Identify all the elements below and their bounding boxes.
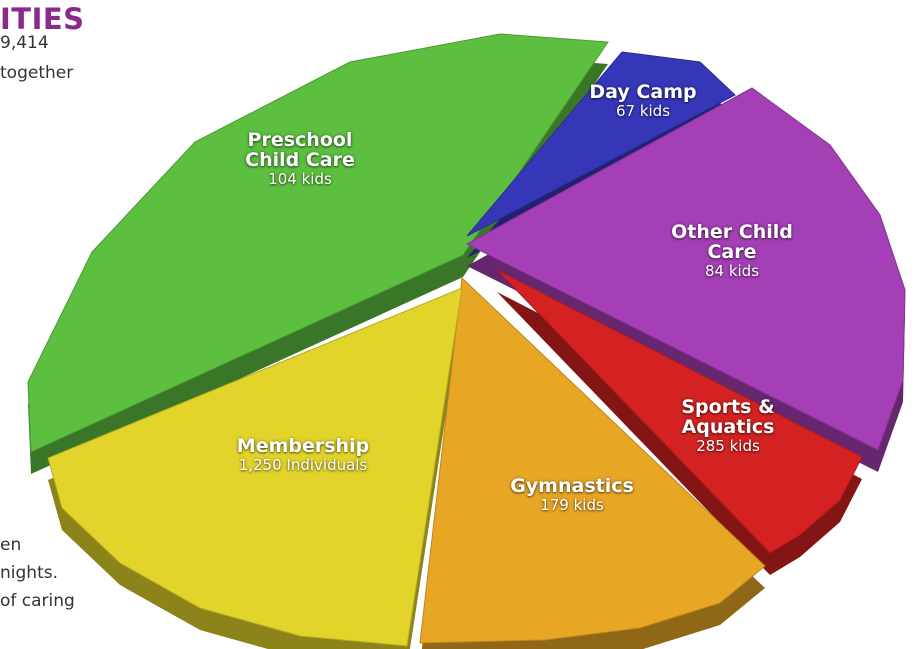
slice-name-day-camp-line-1: Day Camp	[589, 81, 697, 103]
slice-value-membership: 1,250 Individuals	[238, 456, 368, 474]
slice-label-gymnastics: Gymnastics 179 kids	[510, 476, 634, 515]
section-heading: ITIES	[0, 2, 85, 36]
slice-name-other-child-care-line-2: Care	[707, 241, 757, 263]
pie-slice-membership	[47, 287, 463, 647]
slice-label-day-camp: Day Camp 67 kids	[589, 82, 696, 121]
footer-line-3: of caring	[0, 591, 75, 611]
pie-slice-gymnastics	[419, 276, 766, 644]
slice-name-gymnastics-line-1: Gymnastics	[510, 475, 634, 497]
slice-label-sports-aquatics: Sports & Aquatics 285 kids	[681, 397, 774, 456]
slice-label-other-child-care: Other Child Care 84 kids	[671, 222, 793, 281]
slice-name-sports-aquatics-line-2: Aquatics	[681, 416, 775, 438]
pie-slice-day-camp	[466, 51, 736, 237]
slice-value-day-camp: 67 kids	[615, 102, 671, 120]
pie-slice-sports-aquatics	[496, 269, 863, 554]
slice-value-gymnastics: 179 kids	[540, 496, 604, 514]
slice-value-sports-aquatics: 285 kids	[696, 437, 760, 455]
slice-name-membership-line-1: Membership	[236, 435, 370, 457]
slice-value-other-child-care: 84 kids	[704, 262, 760, 280]
slice-name-other-child-care-line-1: Other Child	[671, 221, 793, 243]
footer-line-1: en	[0, 535, 22, 555]
footer-line-2: nights.	[0, 563, 58, 583]
slice-label-preschool-child-care: Preschool Child Care 104 kids	[245, 130, 355, 189]
slice-value-preschool-child-care: 104 kids	[268, 170, 332, 188]
slice-label-membership: Membership 1,250 Individuals	[237, 436, 369, 475]
slice-name-sports-aquatics-line-1: Sports &	[681, 396, 775, 418]
slice-name-preschool-child-care-line-2: Child Care	[245, 149, 355, 171]
pie-slice-preschool-child-care	[27, 33, 609, 453]
intro-line-2: together	[0, 63, 74, 83]
pie-slice-other-child-care	[465, 87, 906, 451]
slice-name-preschool-child-care-line-1: Preschool	[247, 129, 353, 151]
intro-line-1: 9,414	[0, 33, 49, 53]
